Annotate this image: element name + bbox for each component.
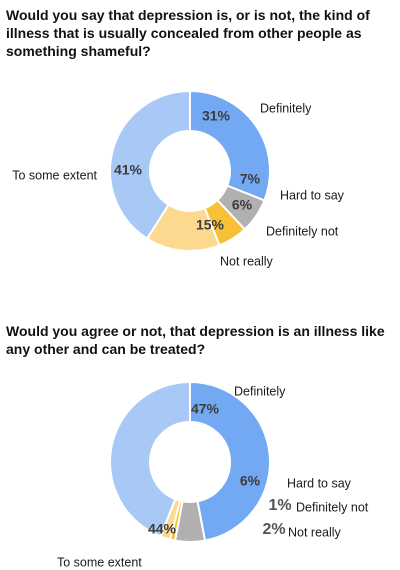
- category-label: Hard to say: [280, 188, 345, 202]
- chart-title: Would you agree or not, that depression …: [6, 323, 385, 357]
- data-label: 1%: [268, 497, 291, 514]
- pie-slice-definitely: [189, 89, 271, 202]
- data-label: 47%: [191, 401, 220, 417]
- pie-slice-definitely: [189, 380, 271, 542]
- data-label: 15%: [196, 217, 225, 233]
- category-label: Definitely: [234, 384, 286, 398]
- category-label: Definitely not: [266, 224, 339, 238]
- data-label: 7%: [240, 171, 261, 187]
- data-label: 31%: [202, 108, 231, 124]
- chart-1: Would you say that depression is, or is …: [0, 6, 400, 276]
- data-label: 44%: [148, 521, 177, 537]
- data-label: 41%: [114, 162, 143, 178]
- category-label: To some extent: [12, 168, 97, 182]
- category-label: Definitely: [260, 101, 312, 115]
- category-label: Not really: [288, 525, 342, 539]
- chart-2: Would you agree or not, that depression …: [0, 322, 400, 569]
- donut-chart-2: 47% 6% 1% 2% 44% Definitely Hard to say Definit…: [57, 380, 369, 569]
- pie-slice-to-some-extent: [109, 380, 191, 538]
- data-label: 6%: [240, 473, 261, 489]
- category-label: Hard to say: [287, 476, 352, 490]
- category-label: To some extent: [57, 555, 142, 569]
- donut-chart-1: 31% 7% 6% 15% 41% Definitely Hard to say Defini…: [12, 89, 345, 268]
- pie-slice-to-some-extent: [109, 89, 191, 240]
- category-label: Definitely not: [296, 500, 369, 514]
- data-label: 2%: [262, 521, 285, 538]
- category-label: Not really: [220, 254, 274, 268]
- chart-title: Would you say that depression is, or is …: [6, 7, 370, 59]
- data-label: 6%: [232, 197, 253, 213]
